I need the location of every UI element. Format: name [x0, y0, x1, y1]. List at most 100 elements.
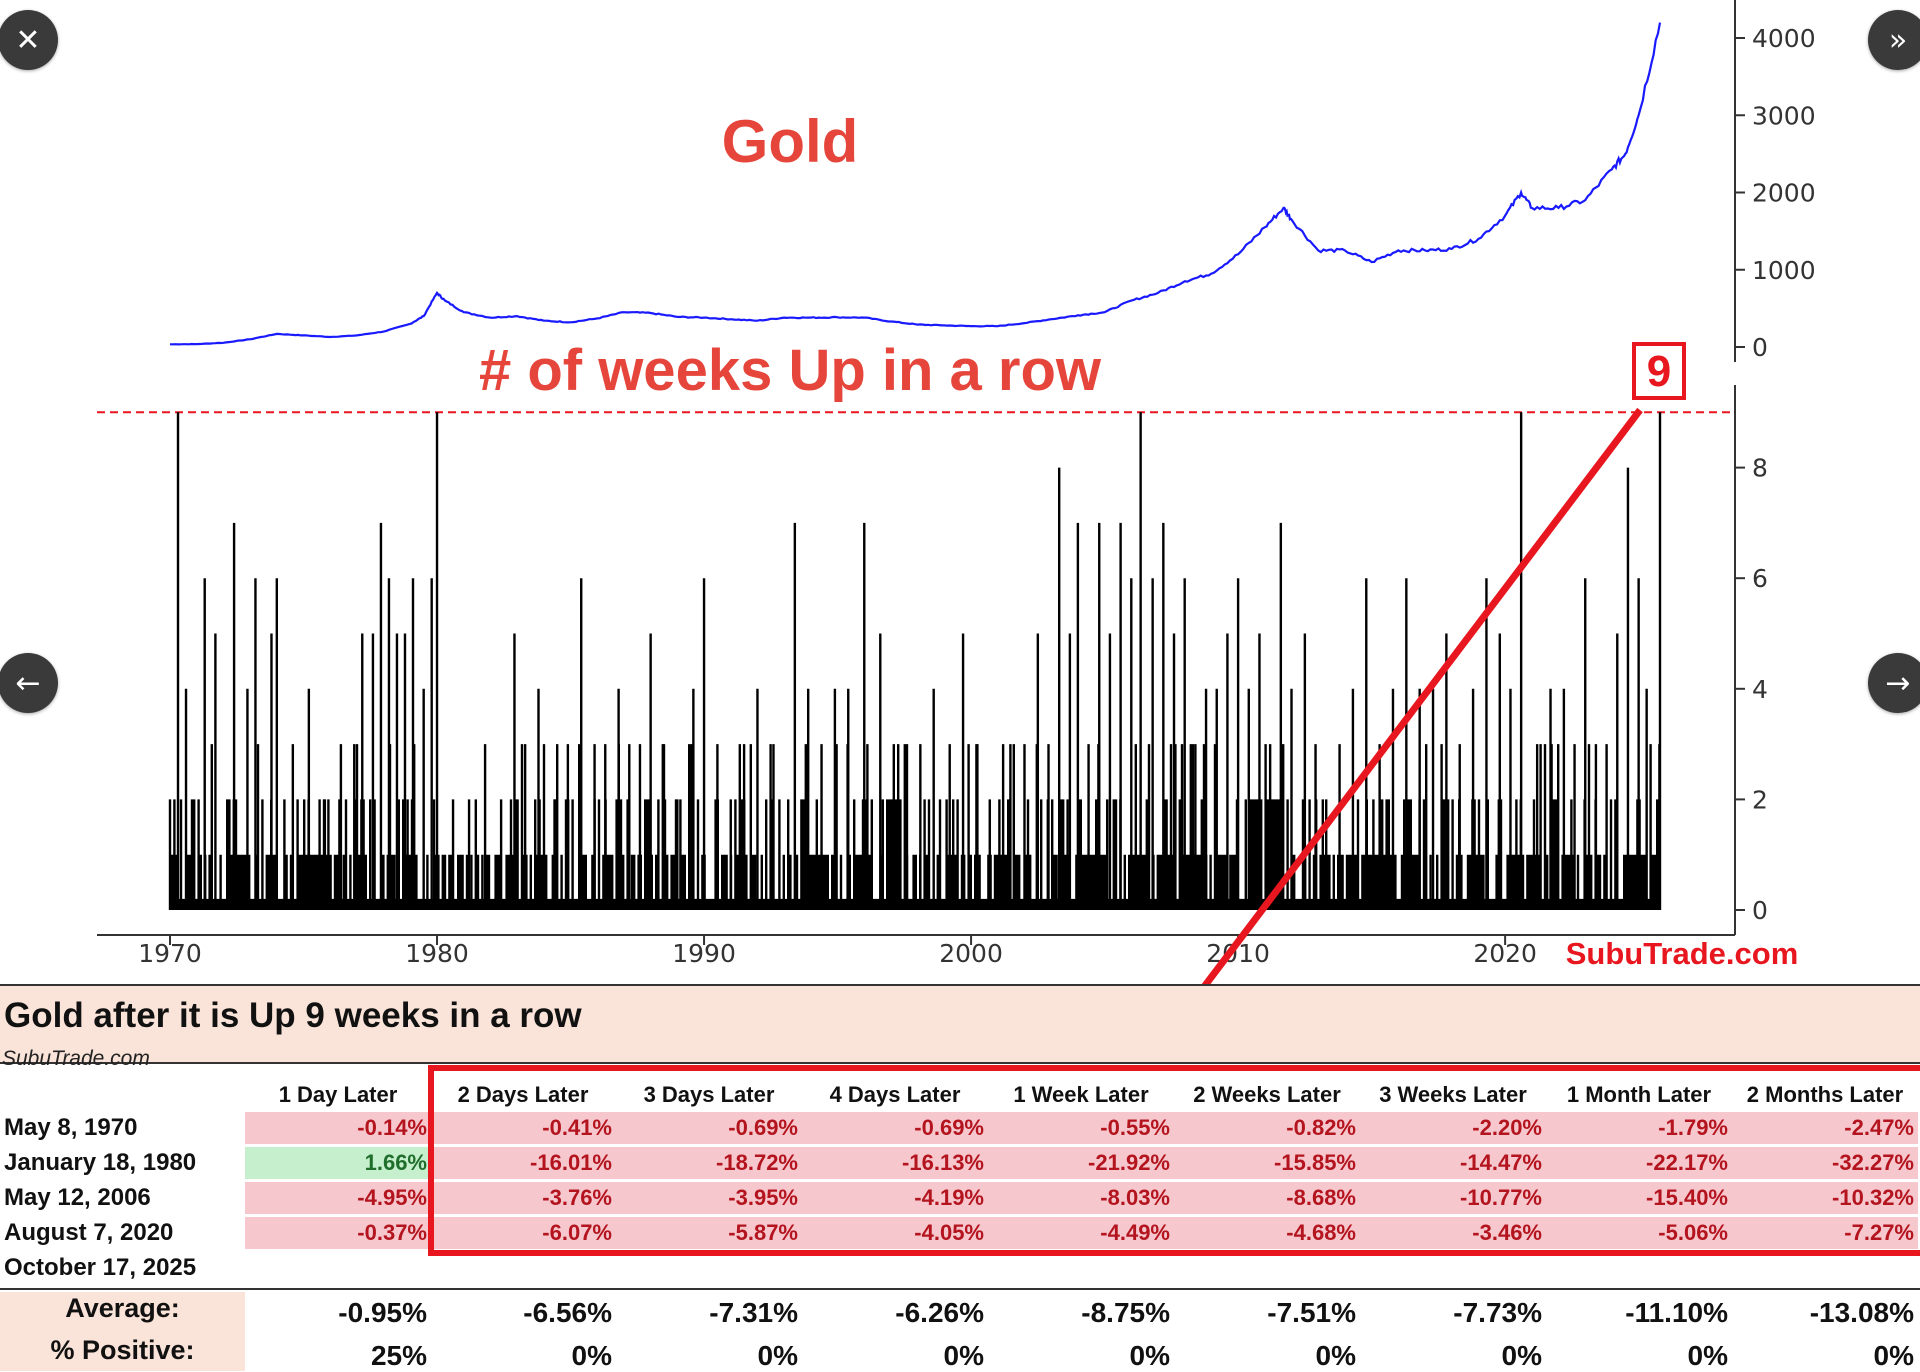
positive-value: 0% — [1315, 1340, 1356, 1371]
highlight-box — [428, 1065, 1920, 1256]
result-cell: -1.79% — [1546, 1112, 1732, 1144]
column-header: 2 Weeks Later — [1193, 1082, 1341, 1107]
positive-label: % Positive: — [0, 1334, 245, 1371]
positive-value: 25% — [370, 1340, 427, 1371]
result-cell: -10.77% — [1360, 1182, 1546, 1214]
table-title: Gold after it is Up 9 weeks in a row — [4, 996, 582, 1035]
result-cell: -6.07% — [430, 1217, 616, 1249]
weeks-y-tick-label: 6 — [1752, 564, 1768, 593]
result-cell: -3.95% — [616, 1182, 802, 1214]
x-tick-label: 1990 — [672, 939, 736, 968]
result-cell: -0.37% — [245, 1217, 431, 1249]
row-date: October 17, 2025 — [4, 1254, 197, 1281]
nine-annotation-label: 9 — [1647, 347, 1671, 396]
column-header: 1 Day Later — [278, 1082, 398, 1107]
double-chevron-icon: » — [1888, 22, 1908, 58]
row-date: May 12, 2006 — [4, 1184, 151, 1211]
previous-button[interactable]: ← — [0, 653, 58, 713]
result-cell: -3.76% — [430, 1182, 616, 1214]
gold-y-tick-label: 3000 — [1752, 101, 1816, 130]
arrow-right-icon: → — [1885, 665, 1911, 701]
result-cell: -0.82% — [1174, 1112, 1360, 1144]
result-cell: -10.32% — [1732, 1182, 1918, 1214]
x-tick-label: 1980 — [405, 939, 469, 968]
positive-value: 0% — [571, 1340, 612, 1371]
x-tick-label: 1970 — [138, 939, 202, 968]
result-cell: -4.68% — [1174, 1217, 1360, 1249]
weeks-y-tick-label: 0 — [1752, 896, 1768, 925]
weeks-y-tick-label: 2 — [1752, 785, 1768, 814]
result-cell: -0.69% — [802, 1112, 988, 1144]
weeks-y-tick-label: 4 — [1752, 675, 1768, 704]
result-cell: -8.68% — [1174, 1182, 1360, 1214]
gold-price-line — [170, 22, 1662, 346]
result-cell: -4.95% — [245, 1182, 431, 1214]
row-date: May 8, 1970 — [4, 1114, 138, 1141]
x-tick-label: 2000 — [939, 939, 1003, 968]
positive-value: 0% — [1687, 1340, 1728, 1371]
result-cell: -22.17% — [1546, 1147, 1732, 1179]
column-header: 1 Month Later — [1566, 1082, 1712, 1107]
positive-value: 0% — [1501, 1340, 1542, 1371]
watermark-subutrade: SubuTrade.com — [1566, 936, 1799, 971]
column-header: 3 Weeks Later — [1379, 1082, 1527, 1107]
next-button[interactable]: → — [1868, 653, 1920, 713]
expand-button[interactable]: » — [1868, 10, 1920, 70]
column-header: 1 Week Later — [1013, 1082, 1149, 1107]
result-cell: -21.92% — [988, 1147, 1174, 1179]
result-cell: -16.01% — [430, 1147, 616, 1179]
result-cell: -2.47% — [1732, 1112, 1918, 1144]
results-table: Gold after it is Up 9 weeks in a row Sub… — [0, 984, 1920, 1371]
average-value: -6.26% — [895, 1297, 984, 1328]
gold-y-tick-label: 2000 — [1752, 179, 1816, 208]
result-cell: -0.55% — [988, 1112, 1174, 1144]
result-cell: -16.13% — [802, 1147, 988, 1179]
gold-y-tick-label: 0 — [1752, 333, 1768, 362]
gold-chart: Gold 0 1000 2000 3000 4000 # of weeks Up in … — [97, 0, 1816, 984]
average-value: -7.73% — [1453, 1297, 1542, 1328]
average-value: -8.75% — [1081, 1297, 1170, 1328]
row-date: January 18, 1980 — [4, 1149, 197, 1176]
average-value: -11.10% — [1625, 1297, 1728, 1328]
weekly-streak-noise — [168, 744, 1661, 910]
column-header: 2 Days Later — [457, 1082, 589, 1107]
result-cell: -18.72% — [616, 1147, 802, 1179]
result-cell: -7.27% — [1732, 1217, 1918, 1249]
close-button[interactable]: ✕ — [0, 10, 58, 70]
average-label: Average: — [0, 1292, 245, 1334]
result-cell: -0.69% — [616, 1112, 802, 1144]
positive-value: 0% — [943, 1340, 984, 1371]
result-cell: -2.20% — [1360, 1112, 1546, 1144]
positive-value: 0% — [1129, 1340, 1170, 1371]
result-cell: -8.03% — [988, 1182, 1174, 1214]
column-header: 4 Days Later — [829, 1082, 961, 1107]
row-date: August 7, 2020 — [4, 1219, 174, 1246]
result-cell: -0.14% — [245, 1112, 431, 1144]
result-cell: -5.06% — [1546, 1217, 1732, 1249]
arrow-left-icon: ← — [15, 665, 41, 701]
result-cell: -15.85% — [1174, 1147, 1360, 1179]
close-icon: ✕ — [15, 22, 41, 58]
result-cell: -4.19% — [802, 1182, 988, 1214]
nine-annotation-box — [1632, 342, 1686, 400]
gold-y-tick-label: 1000 — [1752, 256, 1816, 285]
result-cell: -32.27% — [1732, 1147, 1918, 1179]
positive-value: 0% — [1873, 1340, 1914, 1371]
column-header: 2 Months Later — [1746, 1082, 1904, 1107]
average-value: -13.08% — [1809, 1297, 1914, 1328]
arrow-shaft — [1201, 407, 1643, 984]
weeks-up-title: # of weeks Up in a row — [479, 338, 1102, 403]
result-cell: -5.87% — [616, 1217, 802, 1249]
average-value: -7.31% — [709, 1297, 798, 1328]
average-value: -6.56% — [523, 1297, 612, 1328]
result-cell: -14.47% — [1360, 1147, 1546, 1179]
table-title-band: Gold after it is Up 9 weeks in a row Sub… — [0, 984, 1920, 1070]
result-cell: -3.46% — [1360, 1217, 1546, 1249]
stats-separator — [0, 1288, 1920, 1290]
average-value: -0.95% — [338, 1297, 427, 1328]
result-cell: -4.05% — [802, 1217, 988, 1249]
column-header: 3 Days Later — [643, 1082, 775, 1107]
result-cell: -0.41% — [430, 1112, 616, 1144]
gold-y-tick-label: 4000 — [1752, 24, 1816, 53]
gold-title: Gold — [722, 108, 859, 175]
